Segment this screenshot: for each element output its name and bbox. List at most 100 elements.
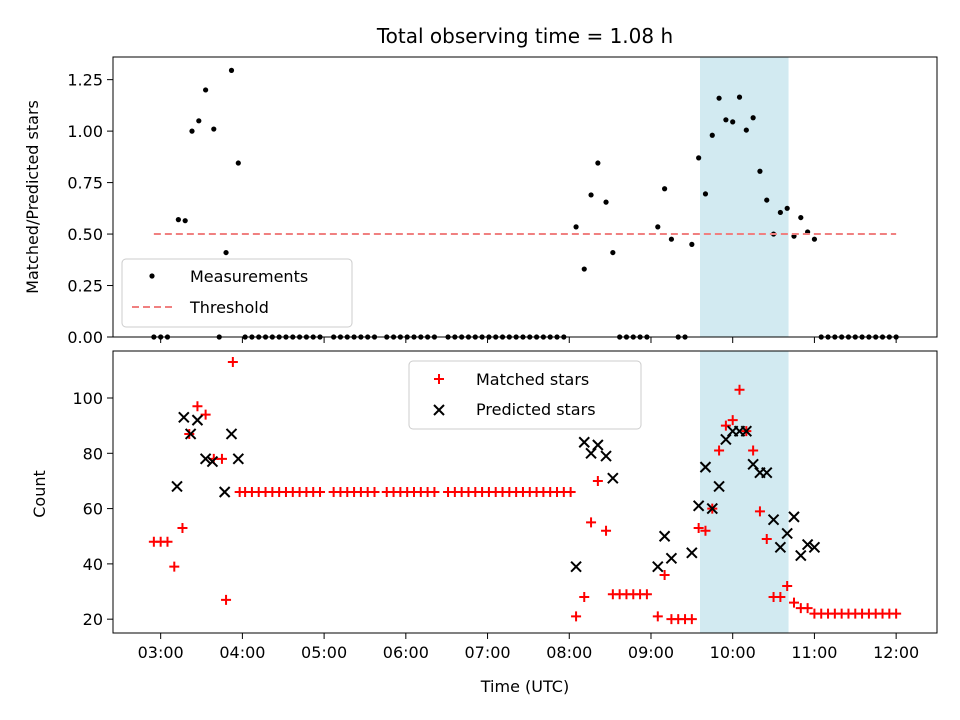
x-tick-label: 04:00 <box>219 643 265 662</box>
x-tick-label: 09:00 <box>628 643 674 662</box>
chart-title: Total observing time = 1.08 h <box>376 24 673 48</box>
predicted-star-point <box>184 428 197 440</box>
predicted-star-point <box>665 552 678 565</box>
predicted-star-point <box>699 461 712 473</box>
predicted-star-point <box>774 541 787 554</box>
predicted-star-point <box>600 450 612 462</box>
predicted-star-point <box>592 439 604 451</box>
legend-label-threshold: Threshold <box>189 298 269 317</box>
bottom-series-0 <box>148 357 902 625</box>
top-y-tick-label: 1.25 <box>67 71 103 90</box>
measurement-point <box>696 155 702 161</box>
measurement-point <box>228 67 235 73</box>
measurement-point <box>573 224 579 230</box>
matched-star-point <box>579 592 590 603</box>
matched-star-point <box>714 445 725 456</box>
measurement-point <box>610 249 616 256</box>
predicted-star-point <box>781 527 793 540</box>
predicted-star-point <box>658 530 671 542</box>
measurement-point <box>723 117 729 123</box>
measurement-point <box>595 160 601 166</box>
matched-star-point <box>720 420 731 431</box>
predicted-star-point <box>692 500 705 512</box>
measurement-point <box>743 127 749 133</box>
top-highlight-span <box>700 57 789 337</box>
bottom-y-tick-label: 60 <box>83 500 103 519</box>
measurement-point <box>603 199 609 205</box>
measurement-point <box>588 192 594 198</box>
predicted-star-point <box>795 549 807 562</box>
predicted-star-point <box>706 502 718 515</box>
matched-star-point <box>775 592 786 603</box>
predicted-star-point <box>747 458 759 471</box>
legend-frame <box>121 258 353 328</box>
bottom-y-tick-label: 80 <box>83 444 103 463</box>
measurement-point <box>581 266 587 272</box>
matched-star-point <box>652 611 663 622</box>
legend-label-matched: Matched stars <box>476 370 589 389</box>
matched-star-point <box>891 608 902 619</box>
matched-star-point <box>754 506 765 517</box>
matched-star-point <box>192 401 203 412</box>
measurement-point <box>811 236 818 242</box>
measurement-point <box>189 128 195 134</box>
predicted-star-point <box>686 547 698 559</box>
measurement-point <box>235 160 241 166</box>
matched-star-point <box>369 487 380 497</box>
matched-star-point <box>659 569 670 580</box>
measurement-point <box>223 249 229 256</box>
measurement-point <box>175 217 181 223</box>
measurement-point <box>211 126 217 132</box>
top-panel: 0.00 0.25 0.50 0.75 1.00 1.25 Measurements Thre… <box>67 56 938 347</box>
matched-star-point <box>700 525 711 536</box>
x-tick-label: 08:00 <box>546 643 592 662</box>
measurement-point <box>668 236 675 242</box>
predicted-star-point <box>720 433 732 446</box>
legend-frame <box>408 360 642 430</box>
matched-star-point <box>748 445 759 456</box>
bottom-y-tick-label: 20 <box>83 610 103 629</box>
predicted-star-point <box>570 560 582 573</box>
measurement-point <box>182 218 188 224</box>
matched-star-point <box>592 475 603 486</box>
measurement-point <box>203 87 209 93</box>
predicted-star-point <box>713 480 725 493</box>
legend-plus-marker <box>434 374 444 384</box>
predicted-star-point <box>788 511 800 523</box>
top-y-tick-label: 1.00 <box>67 122 103 141</box>
matched-star-point <box>565 487 576 497</box>
predicted-star-point <box>801 538 814 551</box>
predicted-star-point <box>206 455 219 468</box>
predicted-star-point <box>740 425 753 437</box>
matched-star-point <box>761 534 772 544</box>
measurement-point <box>730 119 736 125</box>
measurement-point <box>702 191 709 197</box>
matched-star-point <box>571 611 582 622</box>
x-tick-label: 03:00 <box>138 643 184 662</box>
legend-label-measurements: Measurements <box>190 267 308 286</box>
matched-star-point <box>693 522 704 533</box>
matched-star-point <box>782 581 793 591</box>
x-tick-label: 10:00 <box>710 643 756 662</box>
top-y-tick-label: 0.50 <box>67 225 103 244</box>
predicted-star-point <box>808 541 821 554</box>
bottom-y-tick-label: 100 <box>72 389 103 408</box>
predicted-star-point <box>199 453 212 465</box>
matched-star-point <box>162 536 173 547</box>
top-y-tick-label: 0.25 <box>67 277 103 296</box>
bottom-axes-frame <box>112 350 938 634</box>
predicted-star-point <box>218 486 231 498</box>
predicted-star-point <box>171 480 183 493</box>
measurement-point <box>736 94 743 100</box>
matched-star-point <box>216 453 227 464</box>
measurement-point <box>750 115 756 121</box>
measurement-point <box>689 241 695 247</box>
x-axis-label: Time (UTC) <box>480 677 569 696</box>
top-legend: Measurements Threshold <box>121 258 353 328</box>
matched-star-point <box>200 409 211 420</box>
matched-star-point <box>686 614 697 625</box>
measurement-point <box>757 168 763 174</box>
legend-x-marker <box>433 404 445 416</box>
matched-star-point <box>802 603 813 614</box>
